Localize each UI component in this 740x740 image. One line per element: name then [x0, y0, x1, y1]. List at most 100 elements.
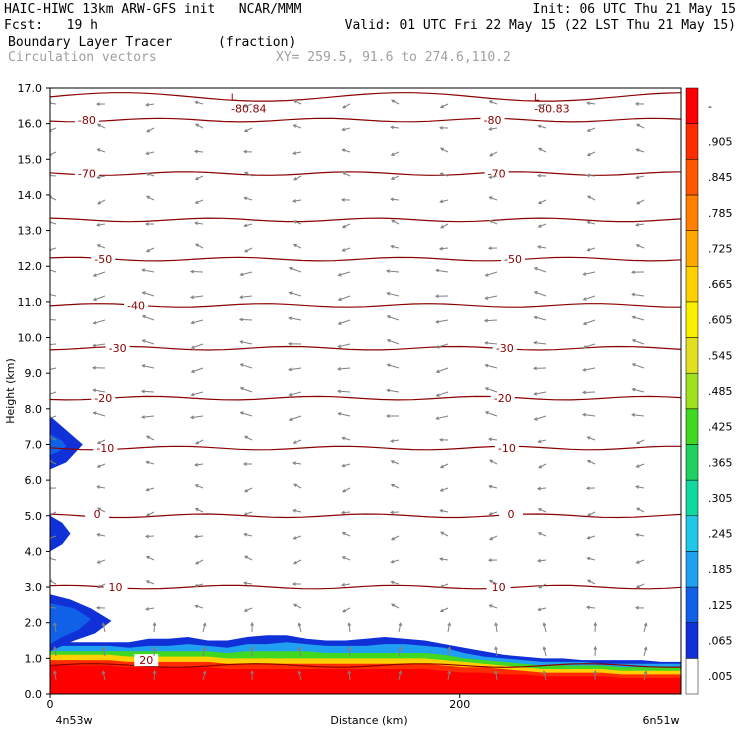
circulation-vector-head: [145, 607, 150, 611]
circulation-vector-head: [391, 219, 395, 223]
circulation-vector-head: [341, 489, 346, 493]
circulation-vector: [293, 100, 302, 105]
circulation-vector-head: [101, 622, 106, 627]
circulation-vector-head: [92, 411, 97, 416]
circulation-vector-head: [239, 411, 244, 415]
circulation-vector: [538, 559, 547, 562]
circulation-vector: [195, 463, 204, 466]
colorbar-swatch: [685, 265, 699, 303]
circulation-vector-head: [292, 151, 297, 155]
circulation-vector-head: [292, 99, 297, 104]
y-tick-label: 0.0: [25, 688, 43, 701]
contour-label: 10: [109, 581, 123, 594]
circulation-vector-head: [288, 291, 293, 295]
contour-label: -50: [94, 253, 112, 266]
circulation-vector-head: [631, 387, 636, 392]
circulation-vector-head: [537, 200, 542, 205]
circulation-vector-head: [582, 345, 587, 349]
isotherm--20: [50, 395, 681, 401]
circulation-vector-head: [586, 512, 591, 517]
circulation-vector: [587, 557, 596, 561]
circulation-vector-head: [50, 128, 52, 132]
circulation-vector-head: [287, 341, 292, 346]
circulation-vector: [391, 559, 400, 563]
colorbar-swatch: [685, 551, 699, 588]
contour-label-bg: [134, 654, 159, 667]
circulation-vector: [440, 607, 449, 612]
circulation-vector-head: [585, 486, 590, 491]
circulation-vector-head: [635, 464, 640, 468]
circulation-vector: [146, 607, 155, 610]
circulation-vector-head: [488, 579, 493, 584]
circulation-vector-head: [488, 100, 493, 104]
circulation-vector-head: [96, 533, 101, 537]
circulation-vector-head: [440, 225, 444, 229]
circulation-vector: [387, 292, 400, 297]
circulation-vector: [387, 339, 400, 345]
circulation-vector: [338, 367, 351, 370]
x-tick-label: 200: [449, 698, 470, 711]
circulation-vector: [583, 271, 596, 275]
circulation-vector: [636, 175, 645, 179]
circulation-vector-head: [145, 487, 150, 492]
circulation-vector-head: [532, 366, 537, 371]
colorbar-label: .845: [708, 171, 733, 184]
circulation-vector-head: [643, 670, 648, 675]
circulation-vector-head: [44, 318, 47, 321]
circulation-vector: [543, 623, 547, 633]
circulation-vector-head: [341, 556, 346, 560]
circulation-vector: [636, 559, 645, 564]
circulation-vector: [391, 460, 400, 465]
circulation-vector: [632, 363, 645, 369]
circulation-vector: [489, 175, 498, 178]
circulation-vector: [97, 175, 106, 179]
circulation-vector-head: [144, 534, 149, 539]
circulation-vector-head: [239, 363, 244, 367]
circulation-vector-head: [488, 219, 493, 224]
circulation-vector-head: [96, 123, 101, 128]
circulation-vector-head: [45, 394, 48, 397]
circulation-vector: [146, 556, 155, 561]
circulation-vector-head: [141, 268, 146, 272]
circulation-vector-head: [586, 535, 591, 540]
circulation-vector-head: [95, 102, 100, 106]
circulation-vector-head: [242, 462, 247, 466]
circulation-vector-head: [195, 243, 199, 247]
circulation-vector: [342, 171, 351, 177]
circulation-vector: [146, 172, 155, 177]
circulation-vector: [153, 646, 156, 657]
circulation-vector: [398, 647, 402, 657]
circulation-vector-head: [484, 273, 489, 277]
circulation-vector: [93, 389, 106, 393]
circulation-vector-head: [239, 295, 244, 299]
colorbar-swatch: [685, 194, 699, 231]
circulation-vector-head: [537, 439, 542, 444]
circulation-vector-head: [631, 413, 636, 417]
circulation-vector-head: [341, 224, 346, 229]
circulation-vector: [50, 247, 57, 251]
circulation-vector: [538, 199, 547, 204]
circulation-vector: [195, 439, 204, 445]
circulation-vector-head: [434, 294, 439, 299]
circulation-vector-head: [636, 507, 640, 511]
isotherm--50: [50, 256, 681, 262]
y-tick-label: 11.0: [18, 296, 43, 309]
circulation-vector-head: [341, 463, 346, 468]
circulation-vector-head: [243, 249, 248, 253]
circulation-vector-head: [243, 128, 248, 133]
circulation-vector: [534, 291, 547, 297]
valid-time: Valid: 01 UTC Fri 22 May 15 (22 LST Thu …: [344, 18, 736, 33]
circulation-vector-head: [390, 483, 395, 488]
circulation-vector: [391, 219, 400, 225]
isotherm--10: [50, 445, 681, 451]
circulation-vector-head: [635, 485, 640, 489]
circulation-vector-head: [239, 340, 244, 344]
isotherm-20: [50, 663, 681, 668]
circulation-vector-head: [190, 320, 195, 325]
contour-label-bg: [490, 392, 515, 405]
circulation-vector: [97, 463, 106, 468]
circulation-vector-head: [293, 483, 297, 487]
circulation-vector-head: [435, 345, 440, 349]
circulation-vector: [386, 270, 400, 273]
circulation-vector-head: [297, 670, 302, 675]
